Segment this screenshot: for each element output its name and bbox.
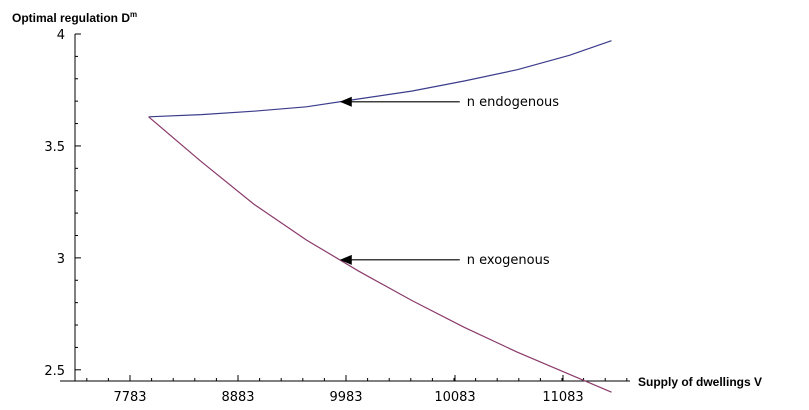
annotation-label-1: n exogenous <box>467 253 550 268</box>
x-axis-title: Supply of dwellings V <box>638 375 762 389</box>
series-line-0 <box>148 40 612 118</box>
y-tick-label: 3 <box>57 252 65 267</box>
y-tick-label: 4 <box>57 28 65 43</box>
x-tick-label: 10083 <box>434 390 475 405</box>
y-tick-label: 2.5 <box>44 364 65 379</box>
x-tick-label: 8883 <box>221 390 254 405</box>
annotation-arrowhead-1 <box>339 254 352 265</box>
y-axis-title: Optimal regulation Dm <box>12 10 137 25</box>
annotation-arrowhead-0 <box>339 96 352 107</box>
y-axis-title-main: Optimal regulation D <box>12 11 130 25</box>
series-layer <box>148 40 612 393</box>
annotation-label-0: n endogenous <box>467 95 559 110</box>
x-tick-label: 9983 <box>329 390 362 405</box>
annotation-layer: n endogenous n exogenous <box>339 95 559 268</box>
series-line-1 <box>148 116 612 393</box>
axes: 2.5 3 3.5 4 7783 8883 9983 10083 11083 <box>44 28 630 405</box>
y-axis-title-superscript: m <box>130 10 137 19</box>
x-tick-label: 11083 <box>542 390 583 405</box>
y-tick-label: 3.5 <box>44 140 65 155</box>
x-tick-label: 7783 <box>113 390 146 405</box>
